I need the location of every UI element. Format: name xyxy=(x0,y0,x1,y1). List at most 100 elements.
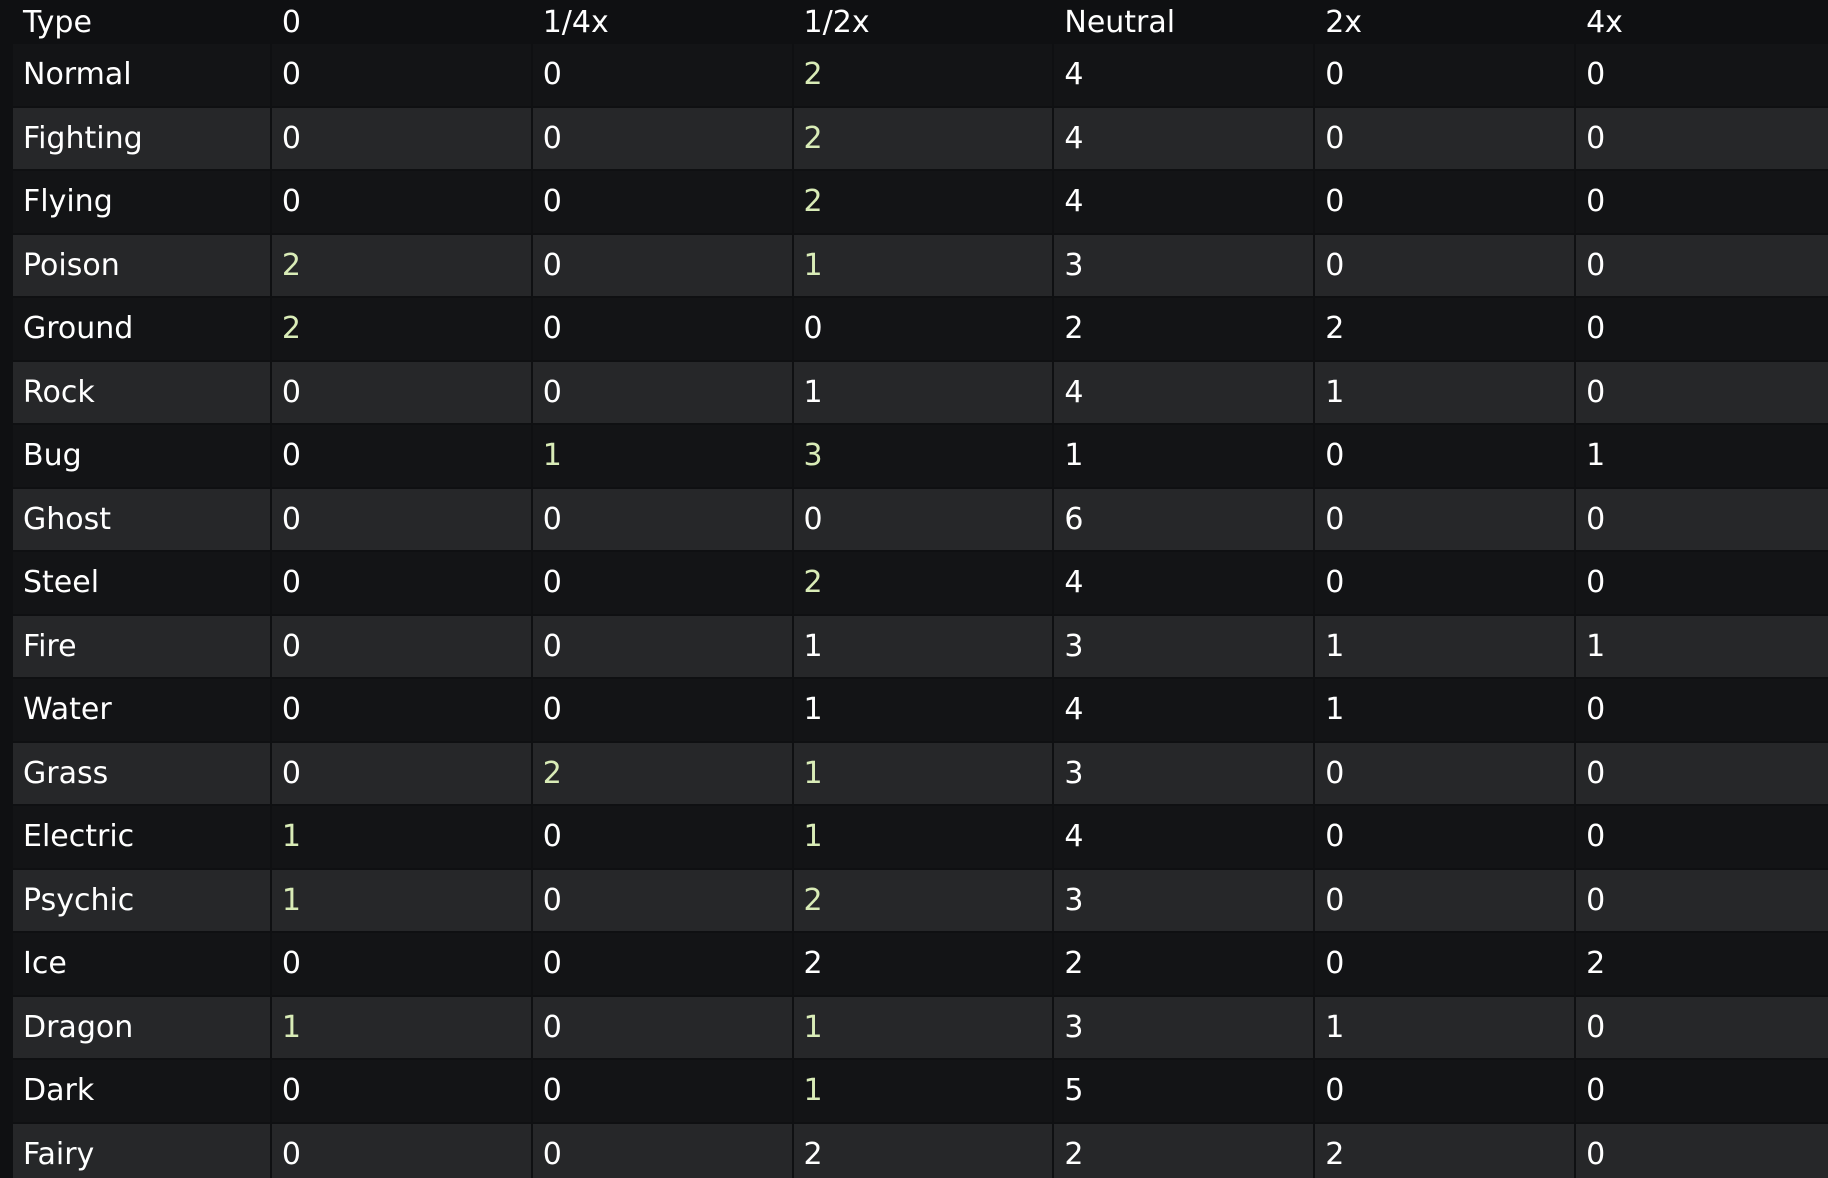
cell-immune: 0 xyxy=(271,679,531,741)
cell-half: 2 xyxy=(793,552,1053,614)
cell-double: 0 xyxy=(1315,869,1575,931)
cell-quadruple: 0 xyxy=(1576,679,1828,741)
row-type-label: Flying xyxy=(13,171,270,233)
cell-half: 2 xyxy=(793,1123,1053,1178)
row-type-label: Psychic xyxy=(13,869,270,931)
table-row: Bug 0 1 3 1 0 1 xyxy=(13,425,1828,487)
table-row: Fairy 0 0 2 2 2 0 xyxy=(13,1123,1828,1178)
type-coverage-table: Type 0 1/4x 1/2x Neutral 2x 4x Normal 0 0 2… xyxy=(11,0,1828,1178)
cell-half: 0 xyxy=(793,488,1053,550)
row-type-label: Dragon xyxy=(13,996,270,1058)
row-type-label: Ground xyxy=(13,298,270,360)
cell-double: 1 xyxy=(1315,615,1575,677)
cell-immune: 0 xyxy=(271,552,531,614)
cell-quadruple: 0 xyxy=(1576,234,1828,296)
cell-double: 0 xyxy=(1315,107,1575,169)
cell-quarter: 0 xyxy=(532,171,792,233)
cell-neutral: 6 xyxy=(1054,488,1314,550)
row-type-label: Fairy xyxy=(13,1123,270,1178)
cell-double: 2 xyxy=(1315,298,1575,360)
cell-half: 2 xyxy=(793,107,1053,169)
cell-double: 0 xyxy=(1315,742,1575,804)
cell-half: 2 xyxy=(793,44,1053,106)
cell-immune: 0 xyxy=(271,1060,531,1122)
header-type[interactable]: Type xyxy=(13,0,270,42)
table-row: Rock 0 0 1 4 1 0 xyxy=(13,361,1828,423)
cell-quadruple: 0 xyxy=(1576,298,1828,360)
row-type-label: Bug xyxy=(13,425,270,487)
cell-quadruple: 0 xyxy=(1576,996,1828,1058)
cell-immune: 2 xyxy=(271,234,531,296)
header-half[interactable]: 1/2x xyxy=(793,0,1053,42)
cell-quarter: 0 xyxy=(532,996,792,1058)
cell-neutral: 3 xyxy=(1054,742,1314,804)
cell-quadruple: 1 xyxy=(1576,425,1828,487)
table-row: Normal 0 0 2 4 0 0 xyxy=(13,44,1828,106)
cell-immune: 0 xyxy=(271,933,531,995)
cell-neutral: 4 xyxy=(1054,552,1314,614)
row-type-label: Ghost xyxy=(13,488,270,550)
cell-quadruple: 0 xyxy=(1576,869,1828,931)
cell-neutral: 1 xyxy=(1054,425,1314,487)
cell-neutral: 4 xyxy=(1054,679,1314,741)
header-quarter[interactable]: 1/4x xyxy=(532,0,792,42)
row-type-label: Grass xyxy=(13,742,270,804)
row-type-label: Water xyxy=(13,679,270,741)
table-body: Normal 0 0 2 4 0 0 Fighting 0 0 2 4 0 0 Flying 0 0 2 4 0 0 Po… xyxy=(13,44,1828,1178)
cell-neutral: 3 xyxy=(1054,996,1314,1058)
table-row: Dragon 1 0 1 3 1 0 xyxy=(13,996,1828,1058)
cell-double: 0 xyxy=(1315,44,1575,106)
cell-neutral: 4 xyxy=(1054,44,1314,106)
cell-quarter: 0 xyxy=(532,869,792,931)
cell-half: 3 xyxy=(793,425,1053,487)
table-row: Ghost 0 0 0 6 0 0 xyxy=(13,488,1828,550)
cell-quadruple: 0 xyxy=(1576,488,1828,550)
row-type-label: Electric xyxy=(13,806,270,868)
header-neutral[interactable]: Neutral xyxy=(1054,0,1314,42)
table-row: Psychic 1 0 2 3 0 0 xyxy=(13,869,1828,931)
cell-double: 0 xyxy=(1315,425,1575,487)
cell-double: 2 xyxy=(1315,1123,1575,1178)
table-row: Flying 0 0 2 4 0 0 xyxy=(13,171,1828,233)
cell-quarter: 0 xyxy=(532,234,792,296)
row-type-label: Normal xyxy=(13,44,270,106)
cell-neutral: 4 xyxy=(1054,171,1314,233)
cell-quadruple: 0 xyxy=(1576,361,1828,423)
cell-double: 0 xyxy=(1315,488,1575,550)
cell-quadruple: 1 xyxy=(1576,615,1828,677)
header-double[interactable]: 2x xyxy=(1315,0,1575,42)
cell-neutral: 2 xyxy=(1054,933,1314,995)
header-immune[interactable]: 0 xyxy=(271,0,531,42)
header-quadruple[interactable]: 4x xyxy=(1576,0,1828,42)
cell-immune: 0 xyxy=(271,425,531,487)
cell-quadruple: 0 xyxy=(1576,742,1828,804)
cell-double: 1 xyxy=(1315,996,1575,1058)
cell-quadruple: 0 xyxy=(1576,44,1828,106)
row-type-label: Fighting xyxy=(13,107,270,169)
cell-immune: 0 xyxy=(271,742,531,804)
cell-neutral: 4 xyxy=(1054,361,1314,423)
cell-half: 1 xyxy=(793,996,1053,1058)
cell-quarter: 0 xyxy=(532,44,792,106)
table-row: Steel 0 0 2 4 0 0 xyxy=(13,552,1828,614)
cell-immune: 0 xyxy=(271,488,531,550)
table-row: Ice 0 0 2 2 0 2 xyxy=(13,933,1828,995)
table-row: Dark 0 0 1 5 0 0 xyxy=(13,1060,1828,1122)
cell-neutral: 3 xyxy=(1054,615,1314,677)
cell-neutral: 2 xyxy=(1054,298,1314,360)
cell-double: 0 xyxy=(1315,933,1575,995)
cell-neutral: 3 xyxy=(1054,869,1314,931)
cell-quadruple: 0 xyxy=(1576,1123,1828,1178)
cell-half: 2 xyxy=(793,933,1053,995)
cell-neutral: 5 xyxy=(1054,1060,1314,1122)
cell-quadruple: 0 xyxy=(1576,552,1828,614)
cell-half: 1 xyxy=(793,234,1053,296)
cell-quarter: 2 xyxy=(532,742,792,804)
cell-quadruple: 0 xyxy=(1576,107,1828,169)
cell-quarter: 0 xyxy=(532,1060,792,1122)
cell-half: 1 xyxy=(793,742,1053,804)
table-row: Fighting 0 0 2 4 0 0 xyxy=(13,107,1828,169)
cell-neutral: 3 xyxy=(1054,234,1314,296)
cell-quarter: 0 xyxy=(532,933,792,995)
